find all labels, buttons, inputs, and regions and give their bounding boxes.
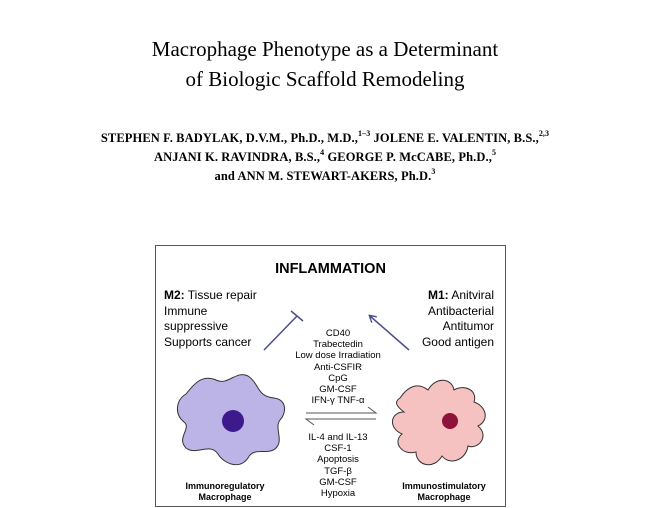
affiliation-sup: 1–3 [358, 128, 371, 138]
author-valentin: JOLENE E. VALENTIN, B.S., [370, 131, 539, 145]
m1-inducing-factors: CD40 Trabectedin Low dose Irradiation An… [268, 328, 408, 406]
author-mccabe: GEORGE P. McCABE, Ph.D., [324, 150, 492, 164]
factor-item: CSF-1 [324, 443, 352, 455]
to-m2-arrow [304, 418, 376, 426]
author-stewart-akers: and ANN M. STEWART-AKERS, Ph.D. [214, 169, 432, 183]
affiliation-sup: 5 [491, 147, 497, 157]
title-line-2: of Biologic Scaffold Remodeling [185, 67, 465, 91]
immunostimulatory-nucleus [442, 413, 458, 429]
affiliation-sup: 2,3 [538, 128, 550, 138]
immunoregulatory-label-line-1: Immunoregulatory [185, 481, 265, 491]
m2-inhibition-bar [290, 310, 304, 322]
immunoregulatory-label-line-2: Macrophage [198, 491, 252, 502]
affiliation-sup: 4 [320, 147, 325, 157]
immunoregulatory-nucleus [222, 410, 244, 432]
factor-item: IL-4 and IL-13 [308, 432, 368, 443]
to-m1-arrow [306, 406, 378, 414]
paper-title: Macrophage Phenotype as a Determinant of… [0, 34, 650, 94]
m1-activation-arrow [370, 316, 410, 351]
factor-item: IFN-γ TNF-α [311, 395, 365, 407]
factor-item: Low dose Irradiation [295, 350, 381, 362]
m1-description: M1: Anitviral Antibacterial Antitumor Go… [422, 288, 494, 350]
factor-item: CD40 [325, 328, 351, 339]
m1-line-4: Good antigen [421, 334, 494, 349]
factor-item: TGF-β [324, 465, 352, 477]
figure-graphics [177, 310, 486, 466]
author-ravindra: ANJANI K. RAVINDRA, B.S., [153, 150, 321, 164]
factor-item: CpG [328, 372, 348, 384]
affiliation-sup: 3 [431, 166, 436, 176]
immunostimulatory-label-line-1: Immunostimulatory [402, 481, 486, 491]
author-badylak: STEPHEN F. BADYLAK, D.V.M., Ph.D., M.D., [100, 131, 358, 145]
m1-line-1: M1: Anitviral [422, 288, 494, 304]
m2-line-4: Supports cancer [164, 334, 252, 349]
m2-label: M2: [164, 288, 185, 302]
m1-line-2: Antibacterial [427, 303, 494, 318]
title-line-1: Macrophage Phenotype as a Determinant [151, 37, 499, 61]
m1-line-3: Antitumor [442, 319, 494, 333]
figure-heading: INFLAMMATION [275, 261, 386, 277]
author-line-3: and ANN M. STEWART-AKERS, Ph.D.3 [0, 167, 650, 186]
immunostimulatory-macrophage-cell [392, 379, 486, 466]
author-line-2: ANJANI K. RAVINDRA, B.S.,4 GEORGE P. McC… [0, 148, 650, 167]
immunoregulatory-label: Immunoregulatory Macrophage [165, 481, 285, 502]
factor-item: Hypoxia [320, 488, 356, 500]
immunostimulatory-label-line-2: Macrophage [417, 491, 471, 502]
m2-line-3: suppressive [164, 319, 229, 333]
author-list: STEPHEN F. BADYLAK, D.V.M., Ph.D., M.D.,… [0, 129, 650, 186]
immunostimulatory-label: Immunostimulatory Macrophage [384, 481, 504, 502]
m1-label: M1: [427, 288, 449, 302]
factor-item: Trabectedin [313, 339, 363, 351]
m2-inhibition-line [263, 315, 298, 351]
m2-line-2: Immune [164, 303, 208, 318]
factor-item: Apoptosis [317, 454, 359, 466]
m1-line-1-text: Anitviral [448, 288, 494, 302]
factor-item: GM-CSF [319, 476, 357, 488]
macrophage-polarization-figure: INFLAMMATION M2: Tissue repair Immune su… [155, 245, 506, 507]
factor-item: GM-CSF [319, 384, 357, 396]
m2-description: M2: Tissue repair Immune suppressive Sup… [164, 288, 257, 350]
m2-line-1-text: Tissue repair [184, 288, 257, 302]
m2-inducing-factors: IL-4 and IL-13 CSF-1 Apoptosis TGF-β GM-… [268, 432, 408, 499]
author-line-1: STEPHEN F. BADYLAK, D.V.M., Ph.D., M.D.,… [0, 129, 650, 148]
m2-line-1: M2: Tissue repair [164, 288, 257, 304]
factor-item: Anti-CSFIR [313, 361, 363, 373]
